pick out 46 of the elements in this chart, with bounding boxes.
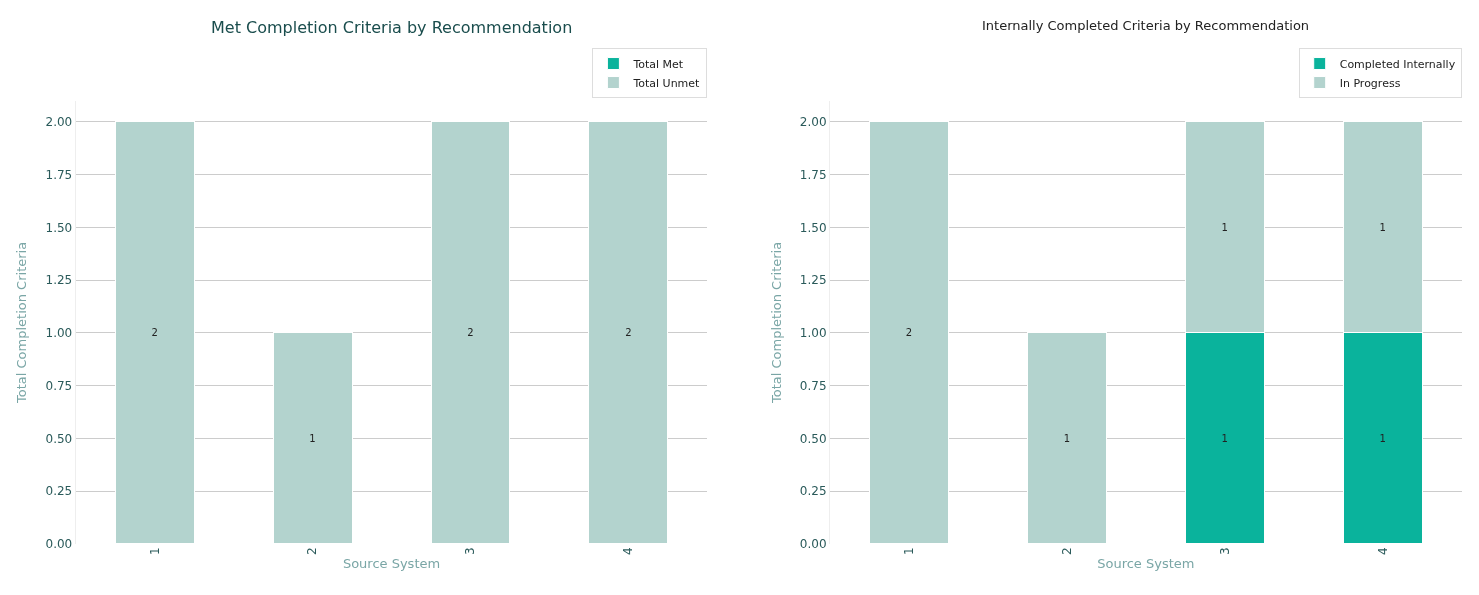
chart-title: Internally Completed Criteria by Recommendation [982, 18, 1310, 33]
data-label: 2 [905, 327, 913, 339]
y-axis-title: Total Completion Criteria [768, 241, 784, 404]
legend-label: Completed Internally [1339, 57, 1456, 71]
y-tick-label: 0.25 [45, 484, 73, 499]
data-label: 1 [1379, 221, 1386, 233]
y-tick-label: 1.75 [45, 167, 73, 182]
y-tick-label: 1.50 [45, 220, 73, 235]
y-tick-label: 0.50 [799, 431, 827, 446]
x-tick-label: 1 [901, 547, 916, 555]
x-axis-title: Source System [1097, 555, 1195, 571]
data-label: 1 [1379, 432, 1386, 444]
y-tick-label: 0.50 [45, 431, 73, 446]
y-tick-label: 1.00 [799, 326, 827, 341]
x-axis-title: Source System [342, 555, 441, 571]
data-label: 1 [1221, 221, 1228, 233]
data-label: 1 [309, 432, 316, 444]
legend-label: Total Unmet [632, 76, 701, 90]
y-tick-label: 1.50 [799, 220, 827, 235]
x-tick-label: 3 [463, 547, 478, 555]
y-tick-label: 2.00 [45, 115, 73, 130]
y-axis-title: Total Completion Criteria [14, 241, 30, 404]
y-tick-label: 0.00 [799, 537, 827, 552]
y-tick-label: 1.25 [799, 273, 827, 288]
y-tick-label: 1.25 [45, 273, 73, 288]
legend-label: In Progress [1339, 76, 1401, 90]
data-label: 2 [151, 327, 158, 339]
y-tick-label: 0.00 [45, 537, 73, 552]
chart-title: Met Completion Criteria by Recommendation [211, 18, 573, 37]
y-tick-label: 0.25 [799, 484, 827, 499]
data-label: 1 [1221, 432, 1228, 444]
x-tick-label: 3 [1217, 547, 1232, 555]
x-tick-label: 2 [305, 547, 320, 555]
legend-label: Total Met [632, 57, 684, 71]
data-label: 1 [1063, 432, 1071, 444]
y-tick-label: 0.75 [799, 378, 827, 393]
x-tick-label: 2 [1059, 547, 1074, 555]
x-tick-label: 1 [147, 547, 162, 555]
y-tick-label: 1.00 [45, 326, 73, 341]
y-tick-label: 2.00 [799, 115, 827, 130]
x-tick-label: 4 [621, 547, 636, 555]
y-tick-label: 0.75 [45, 378, 73, 393]
data-label: 2 [625, 327, 632, 339]
y-tick-label: 1.75 [799, 167, 827, 182]
data-label: 2 [467, 327, 474, 339]
x-tick-label: 4 [1375, 547, 1390, 555]
